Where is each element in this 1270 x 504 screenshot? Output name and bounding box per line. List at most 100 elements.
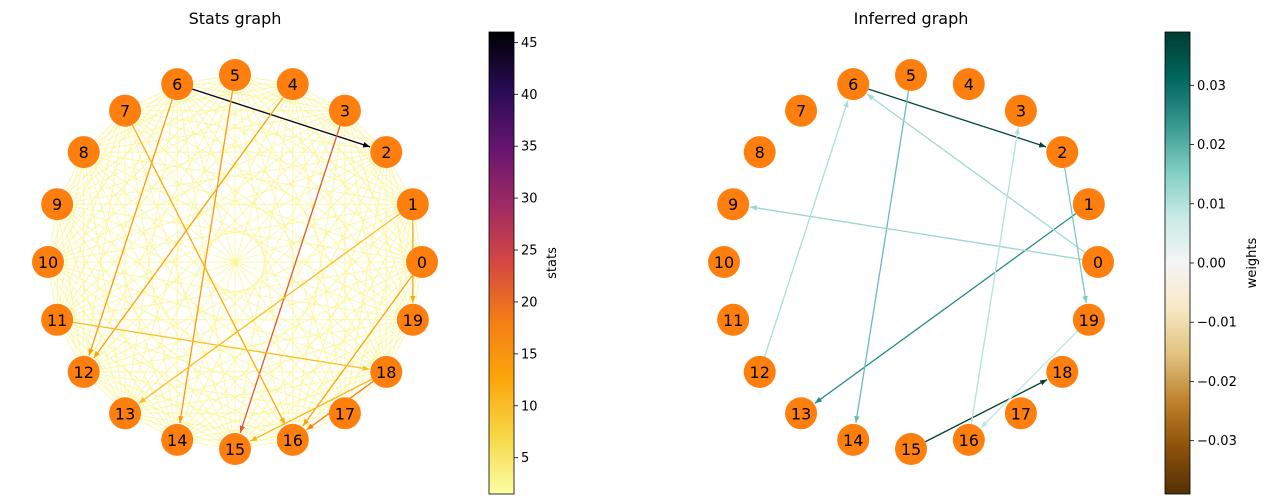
stats-colorbar-ticks: 5 10 15 20 25 30 35 40 45 bbox=[514, 36, 538, 466]
stats-colorbar-tick-label: 30 bbox=[521, 192, 538, 207]
stats-node-label: 3 bbox=[340, 102, 350, 121]
stats-node-11: 11 bbox=[41, 303, 74, 336]
stats-edge-8-14 bbox=[88, 167, 173, 424]
stats-edge-5-8 bbox=[98, 81, 221, 145]
stats-edge-9-19 bbox=[72, 208, 397, 316]
stats-edge-10-17 bbox=[62, 268, 330, 407]
stats-node-circle bbox=[32, 246, 64, 278]
inferred-node-label: 14 bbox=[843, 431, 863, 450]
inferred-node-8: 8 bbox=[743, 136, 776, 169]
inferred-node-label: 13 bbox=[791, 404, 811, 423]
stats-edge-13-14 bbox=[139, 420, 163, 433]
stats-node-label: 13 bbox=[115, 404, 135, 423]
stats-edge-0-1 bbox=[415, 220, 420, 247]
stats-edge-15-19 bbox=[247, 329, 400, 440]
weights-colorbar-tick-label: −0.03 bbox=[1197, 434, 1237, 449]
stats-colorbar-tick-label: 35 bbox=[521, 140, 538, 155]
stats-edge-0-15 bbox=[246, 272, 412, 438]
stats-edge-10-16 bbox=[60, 271, 280, 431]
inferred-node-10: 10 bbox=[708, 246, 740, 278]
inferred-node-circle bbox=[1072, 303, 1105, 336]
stats-edge-3-16 bbox=[294, 126, 343, 424]
stats-edge-11-12 bbox=[63, 333, 77, 357]
stats-edge-2-7 bbox=[141, 112, 371, 151]
stats-colorbar-tick-label: 10 bbox=[521, 399, 538, 414]
stats-edge-11-16 bbox=[71, 326, 278, 433]
inferred-node-3: 3 bbox=[1004, 94, 1037, 127]
weights-colorbar: −0.03 −0.02 −0.01 0.00 0.01 0.02 0.03 weights bbox=[1164, 31, 1260, 495]
inferred-graph-title: Inferred graph bbox=[854, 9, 969, 28]
stats-node-circle bbox=[370, 355, 403, 388]
stats-edge-9-15 bbox=[66, 216, 226, 436]
stats-node-7: 7 bbox=[109, 94, 142, 127]
inferred-node-circle bbox=[952, 68, 985, 101]
stats-node-17: 17 bbox=[328, 397, 361, 430]
stats-node-19: 19 bbox=[396, 303, 429, 336]
stats-node-label: 12 bbox=[74, 363, 94, 382]
inferred-node-circle bbox=[895, 59, 927, 91]
inferred-node-1: 1 bbox=[1072, 188, 1105, 221]
stats-node-5: 5 bbox=[219, 59, 251, 91]
stats-edge-0-13 bbox=[140, 268, 408, 407]
stats-edge-1-8 bbox=[100, 154, 398, 203]
inferred-node-circle bbox=[743, 355, 776, 388]
weights-colorbar-tick-label: 0.01 bbox=[1197, 197, 1226, 212]
stats-node-circle bbox=[109, 94, 142, 127]
stats-edge-9-14 bbox=[63, 218, 170, 425]
stats-edge-12-13 bbox=[94, 382, 114, 402]
stats-edge-7-14 bbox=[127, 126, 176, 424]
stats-edge-8-11 bbox=[59, 167, 82, 304]
inferred-edge-19-16 bbox=[980, 330, 1078, 429]
inferred-node-17: 17 bbox=[1004, 397, 1037, 430]
stats-edge-5-17 bbox=[239, 90, 341, 398]
stats-edge-5-10 bbox=[59, 85, 225, 251]
weights-colorbar-gradient bbox=[1164, 31, 1191, 495]
stats-node-label: 9 bbox=[52, 195, 62, 214]
stats-edge-5-12 bbox=[90, 89, 229, 357]
stats-edge-6-11 bbox=[64, 98, 171, 305]
inferred-node-circle bbox=[952, 423, 985, 456]
stats-edge-3-19 bbox=[349, 125, 409, 304]
inferred-node-5: 5 bbox=[895, 59, 927, 91]
stats-edge-10-15 bbox=[58, 272, 224, 438]
stats-edge-1-6 bbox=[192, 91, 399, 198]
stats-edge-10-14 bbox=[57, 274, 168, 427]
stats-edge-4-11 bbox=[68, 95, 282, 309]
stats-edge-1-13 bbox=[138, 213, 401, 404]
stats-edge-1-4 bbox=[304, 95, 402, 194]
stats-edge-2-15 bbox=[242, 166, 380, 435]
stats-edge-3-8 bbox=[100, 112, 330, 150]
inferred-node-circle bbox=[895, 433, 927, 465]
stats-node-circle bbox=[396, 303, 429, 336]
inferred-node-circle bbox=[1046, 136, 1079, 169]
weights-colorbar-tick-label: 0.02 bbox=[1197, 138, 1226, 153]
stats-graph-background-edges bbox=[50, 77, 420, 447]
stats-edge-9-16 bbox=[68, 215, 282, 429]
inferred-node-circle bbox=[717, 188, 750, 221]
stats-node-label: 14 bbox=[167, 431, 187, 450]
stats-edge-2-17 bbox=[347, 167, 385, 397]
stats-node-circle bbox=[276, 68, 309, 101]
stats-node-circle bbox=[109, 397, 142, 430]
inferred-node-circle bbox=[837, 423, 870, 456]
stats-graph-highlighted-edges bbox=[72, 88, 416, 442]
stats-edge-1-2 bbox=[393, 167, 407, 191]
stats-colorbar-tick-label: 15 bbox=[521, 347, 538, 362]
stats-node-label: 8 bbox=[79, 143, 89, 162]
stats-edge-9-18 bbox=[71, 211, 372, 365]
inferred-edge-16-3 bbox=[970, 127, 1020, 425]
inferred-node-label: 6 bbox=[848, 75, 858, 94]
stats-edge-0-19 bbox=[415, 277, 420, 304]
inferred-node-14: 14 bbox=[837, 423, 870, 456]
stats-edge-5-19 bbox=[244, 87, 404, 307]
stats-node-label: 11 bbox=[47, 311, 67, 330]
stats-node-4: 4 bbox=[276, 68, 309, 101]
stats-edge-3-15 bbox=[239, 125, 341, 434]
stats-node-label: 16 bbox=[283, 431, 303, 450]
stats-node-label: 1 bbox=[408, 195, 418, 214]
stats-node-circle bbox=[328, 94, 361, 127]
stats-node-circle bbox=[161, 423, 194, 456]
weights-colorbar-label: weights bbox=[1245, 237, 1260, 288]
stats-edge-11-18 bbox=[72, 321, 370, 371]
